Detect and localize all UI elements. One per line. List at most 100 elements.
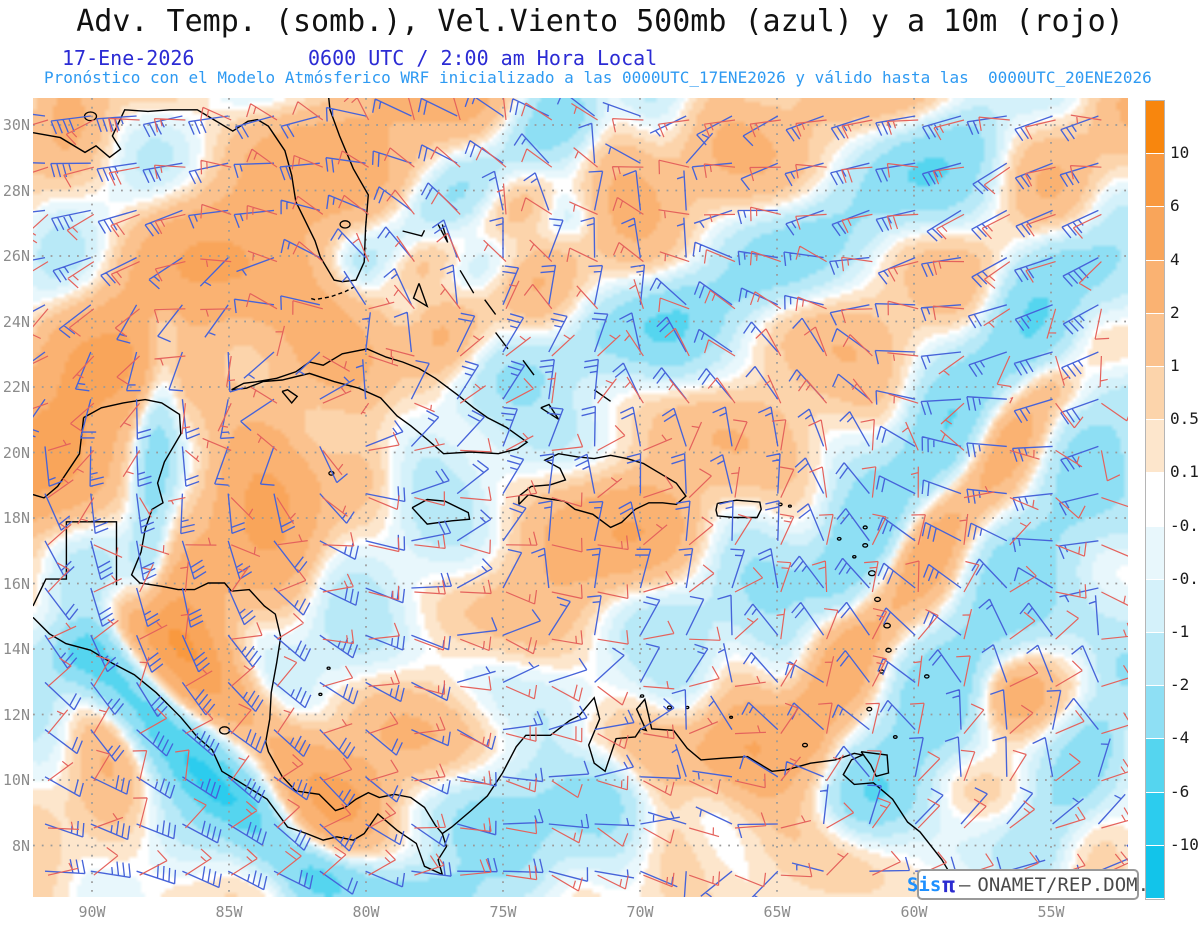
colorbar <box>1145 100 1165 900</box>
map-panel: Sis π — ONAMET/REP.DOM. <box>33 98 1149 900</box>
coastline-path <box>437 224 449 243</box>
lon-tick-label: 75W <box>489 903 517 921</box>
temp-advection-shading <box>33 98 1128 897</box>
island-speck <box>318 692 323 697</box>
coastline-path <box>860 751 890 778</box>
model-init-text: Pronóstico con el Modelo Atmósferico WRF… <box>44 68 1152 87</box>
attribution-separator: — <box>958 873 971 896</box>
island-speck <box>666 705 673 710</box>
island-speck <box>639 694 645 698</box>
wind-barb-set-500mb <box>33 98 1128 897</box>
coastline-path <box>522 359 535 376</box>
coastline-path <box>33 417 85 499</box>
colorbar-tick-label: 0.5 <box>1170 409 1199 429</box>
coastline-path <box>593 389 612 402</box>
lon-tick-label: 90W <box>78 903 106 921</box>
colorbar-tick-label: -10 <box>1170 834 1199 854</box>
coastline-path <box>441 696 959 897</box>
coastline-path <box>715 499 762 519</box>
coastline-path <box>459 269 475 294</box>
island-speck <box>883 622 891 629</box>
island-speck <box>892 735 898 739</box>
island-speck <box>862 525 868 530</box>
lat-tick-label: 30N <box>2 116 30 134</box>
coastline-path <box>309 285 356 301</box>
lon-tick-label: 70W <box>626 903 654 921</box>
colorbar-segment <box>1146 154 1164 208</box>
lat-tick-label: 12N <box>2 705 30 724</box>
island-speck <box>218 726 231 735</box>
lat-tick-label: 26N <box>2 247 30 265</box>
island-speck <box>867 570 877 577</box>
lon-tick-label: 65W <box>763 903 791 921</box>
lat-tick-label: 28N <box>2 181 30 200</box>
coastline-path <box>33 98 370 283</box>
coastline-path <box>540 403 560 420</box>
colorbar-tick-label: 1 <box>1170 356 1180 375</box>
colorbar-tick-label: -0.1 <box>1170 515 1200 535</box>
island-speck <box>866 706 873 712</box>
colorbar-segment <box>1146 420 1164 474</box>
colorbar-segment <box>1146 313 1164 368</box>
lat-tick-label: 22N <box>2 378 30 396</box>
sispi-logo: Sis <box>906 873 942 896</box>
colorbar-tick-label: 10 <box>1170 143 1190 163</box>
lat-tick-label: 10N <box>2 771 30 789</box>
wind-barbs-10m <box>33 98 1128 892</box>
lat-tick-label: 16N <box>2 574 30 593</box>
lat-tick-label: 14N <box>2 640 30 658</box>
coastline-path <box>518 452 687 529</box>
colorbar-segment <box>1146 526 1164 580</box>
lon-tick-label: 80W <box>352 903 380 921</box>
coastlines <box>33 98 959 897</box>
graticule <box>33 98 1128 897</box>
coastline-path <box>33 521 118 607</box>
colorbar-tick-label: -4 <box>1170 728 1190 748</box>
island-speck <box>836 536 842 541</box>
colorbar-tick-label: 2 <box>1170 302 1180 322</box>
coastline-path <box>484 299 497 315</box>
colorbar-segment <box>1146 633 1164 687</box>
colorbar-segment <box>1146 739 1164 793</box>
island-speck <box>801 742 809 748</box>
colorbar-segment <box>1146 473 1164 527</box>
attribution-box: Sis π — ONAMET/REP.DOM. <box>907 869 1149 900</box>
island-speck <box>885 647 892 653</box>
colorbar-segment <box>1146 579 1164 634</box>
island-speck <box>339 220 351 229</box>
lat-tick-label: 24N <box>2 312 30 331</box>
colorbar-tick-label: -1 <box>1170 622 1190 641</box>
valid-date: 17-Ene-2026 <box>62 46 195 70</box>
map-overlay <box>33 98 1128 897</box>
lat-tick-label: 8N <box>11 836 30 855</box>
coastline-path <box>412 283 429 308</box>
colorbar-segment <box>1146 101 1164 155</box>
lon-tick-label: 85W <box>215 903 243 921</box>
wind-barb-set-10m <box>33 98 1128 892</box>
coastline-path <box>231 348 529 455</box>
colorbar-segment <box>1146 792 1164 846</box>
colorbar-segment <box>1146 260 1164 314</box>
colorbar-tick-label: -6 <box>1170 781 1190 801</box>
page-title: Adv. Temp. (somb.), Vel.Viento 500mb (az… <box>76 4 1124 39</box>
coastline-path <box>33 398 448 876</box>
island-speck <box>862 543 869 548</box>
colorbar-tick-label: -2 <box>1170 675 1190 695</box>
colorbar-segment <box>1146 207 1164 261</box>
lon-tick-label: 60W <box>900 903 928 921</box>
colorbar-tick-label: 6 <box>1170 196 1180 216</box>
valid-time: 0600 UTC / 2:00 am Hora Local <box>308 46 658 70</box>
island-speck <box>852 554 857 559</box>
colorbar-segment <box>1146 845 1164 900</box>
colorbar-segment <box>1146 686 1164 740</box>
colorbar-segment <box>1146 367 1164 421</box>
island-speck <box>923 674 930 679</box>
lat-tick-label: 18N <box>2 509 30 527</box>
colorbar-tick-label: 4 <box>1170 249 1180 269</box>
island-speck <box>787 504 792 508</box>
coastline-path <box>411 498 471 525</box>
pi-icon: π <box>942 872 955 897</box>
island-speck <box>874 596 881 603</box>
coastline-path <box>402 229 426 237</box>
